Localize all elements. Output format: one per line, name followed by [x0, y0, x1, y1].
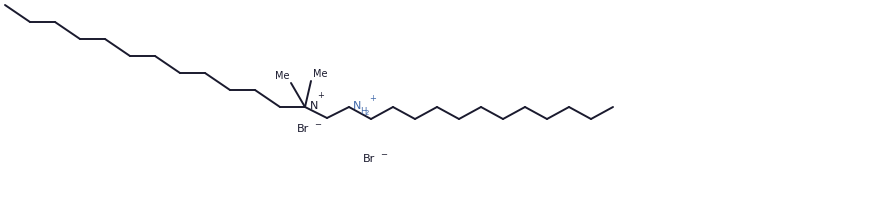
Text: Br: Br — [296, 124, 309, 134]
Text: H: H — [360, 106, 366, 116]
Text: Me: Me — [313, 69, 327, 79]
Text: −: − — [314, 121, 321, 130]
Text: +: + — [317, 91, 324, 100]
Text: N: N — [310, 101, 319, 111]
Text: Br: Br — [363, 154, 375, 164]
Text: N: N — [353, 101, 361, 111]
Text: Me: Me — [274, 71, 289, 81]
Text: +: + — [369, 94, 376, 103]
Text: 2: 2 — [365, 110, 369, 116]
Text: −: − — [380, 151, 387, 160]
